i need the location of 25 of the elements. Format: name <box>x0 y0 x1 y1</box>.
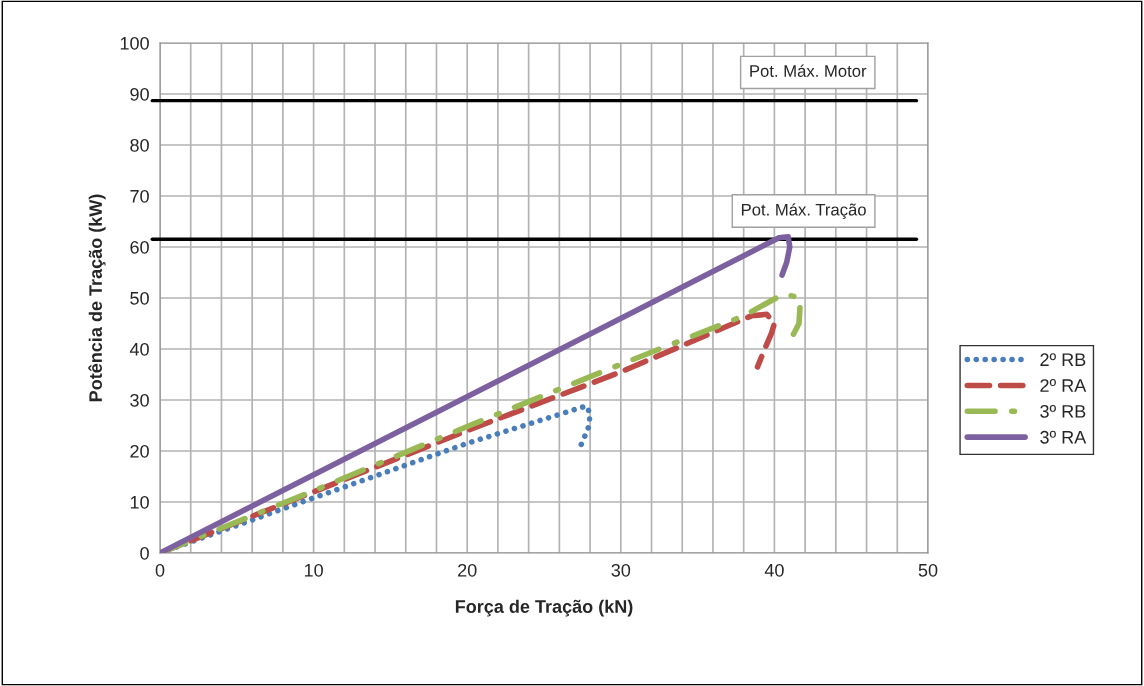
legend-label: 2º RA <box>1040 379 1087 392</box>
legend-label: 3º RB <box>1040 404 1086 418</box>
x-tick-label: 40 <box>764 563 784 577</box>
y-tick-label: 100 <box>120 36 149 50</box>
y-tick-label: 40 <box>129 342 149 356</box>
x-axis-title: Força de Tração (kN) <box>455 599 633 617</box>
y-tick-label: 0 <box>140 546 149 560</box>
y-axis-title: Potência de Tração (kW) <box>88 194 106 402</box>
y-tick-label: 60 <box>130 240 149 254</box>
x-tick-label: 20 <box>458 563 477 577</box>
x-tick-label: 0 <box>155 563 165 577</box>
ref-line-label: Pot. Máx. Motor <box>750 64 867 77</box>
y-tick-label: 20 <box>130 444 149 458</box>
legend-label: 2º RB <box>1040 353 1086 366</box>
y-tick-label: 10 <box>130 495 149 509</box>
x-tick-label: 50 <box>918 563 938 577</box>
ref-line-label: Pot. Máx. Tração <box>741 203 866 219</box>
x-tick-label: 10 <box>304 563 323 577</box>
legend-label: 3º RA <box>1040 430 1087 444</box>
y-tick-label: 70 <box>130 189 149 203</box>
y-tick-label: 30 <box>130 393 149 407</box>
y-tick-label: 80 <box>130 138 149 152</box>
x-tick-label: 30 <box>611 563 631 577</box>
y-tick-label: 50 <box>130 291 149 305</box>
y-tick-label: 90 <box>130 87 149 101</box>
